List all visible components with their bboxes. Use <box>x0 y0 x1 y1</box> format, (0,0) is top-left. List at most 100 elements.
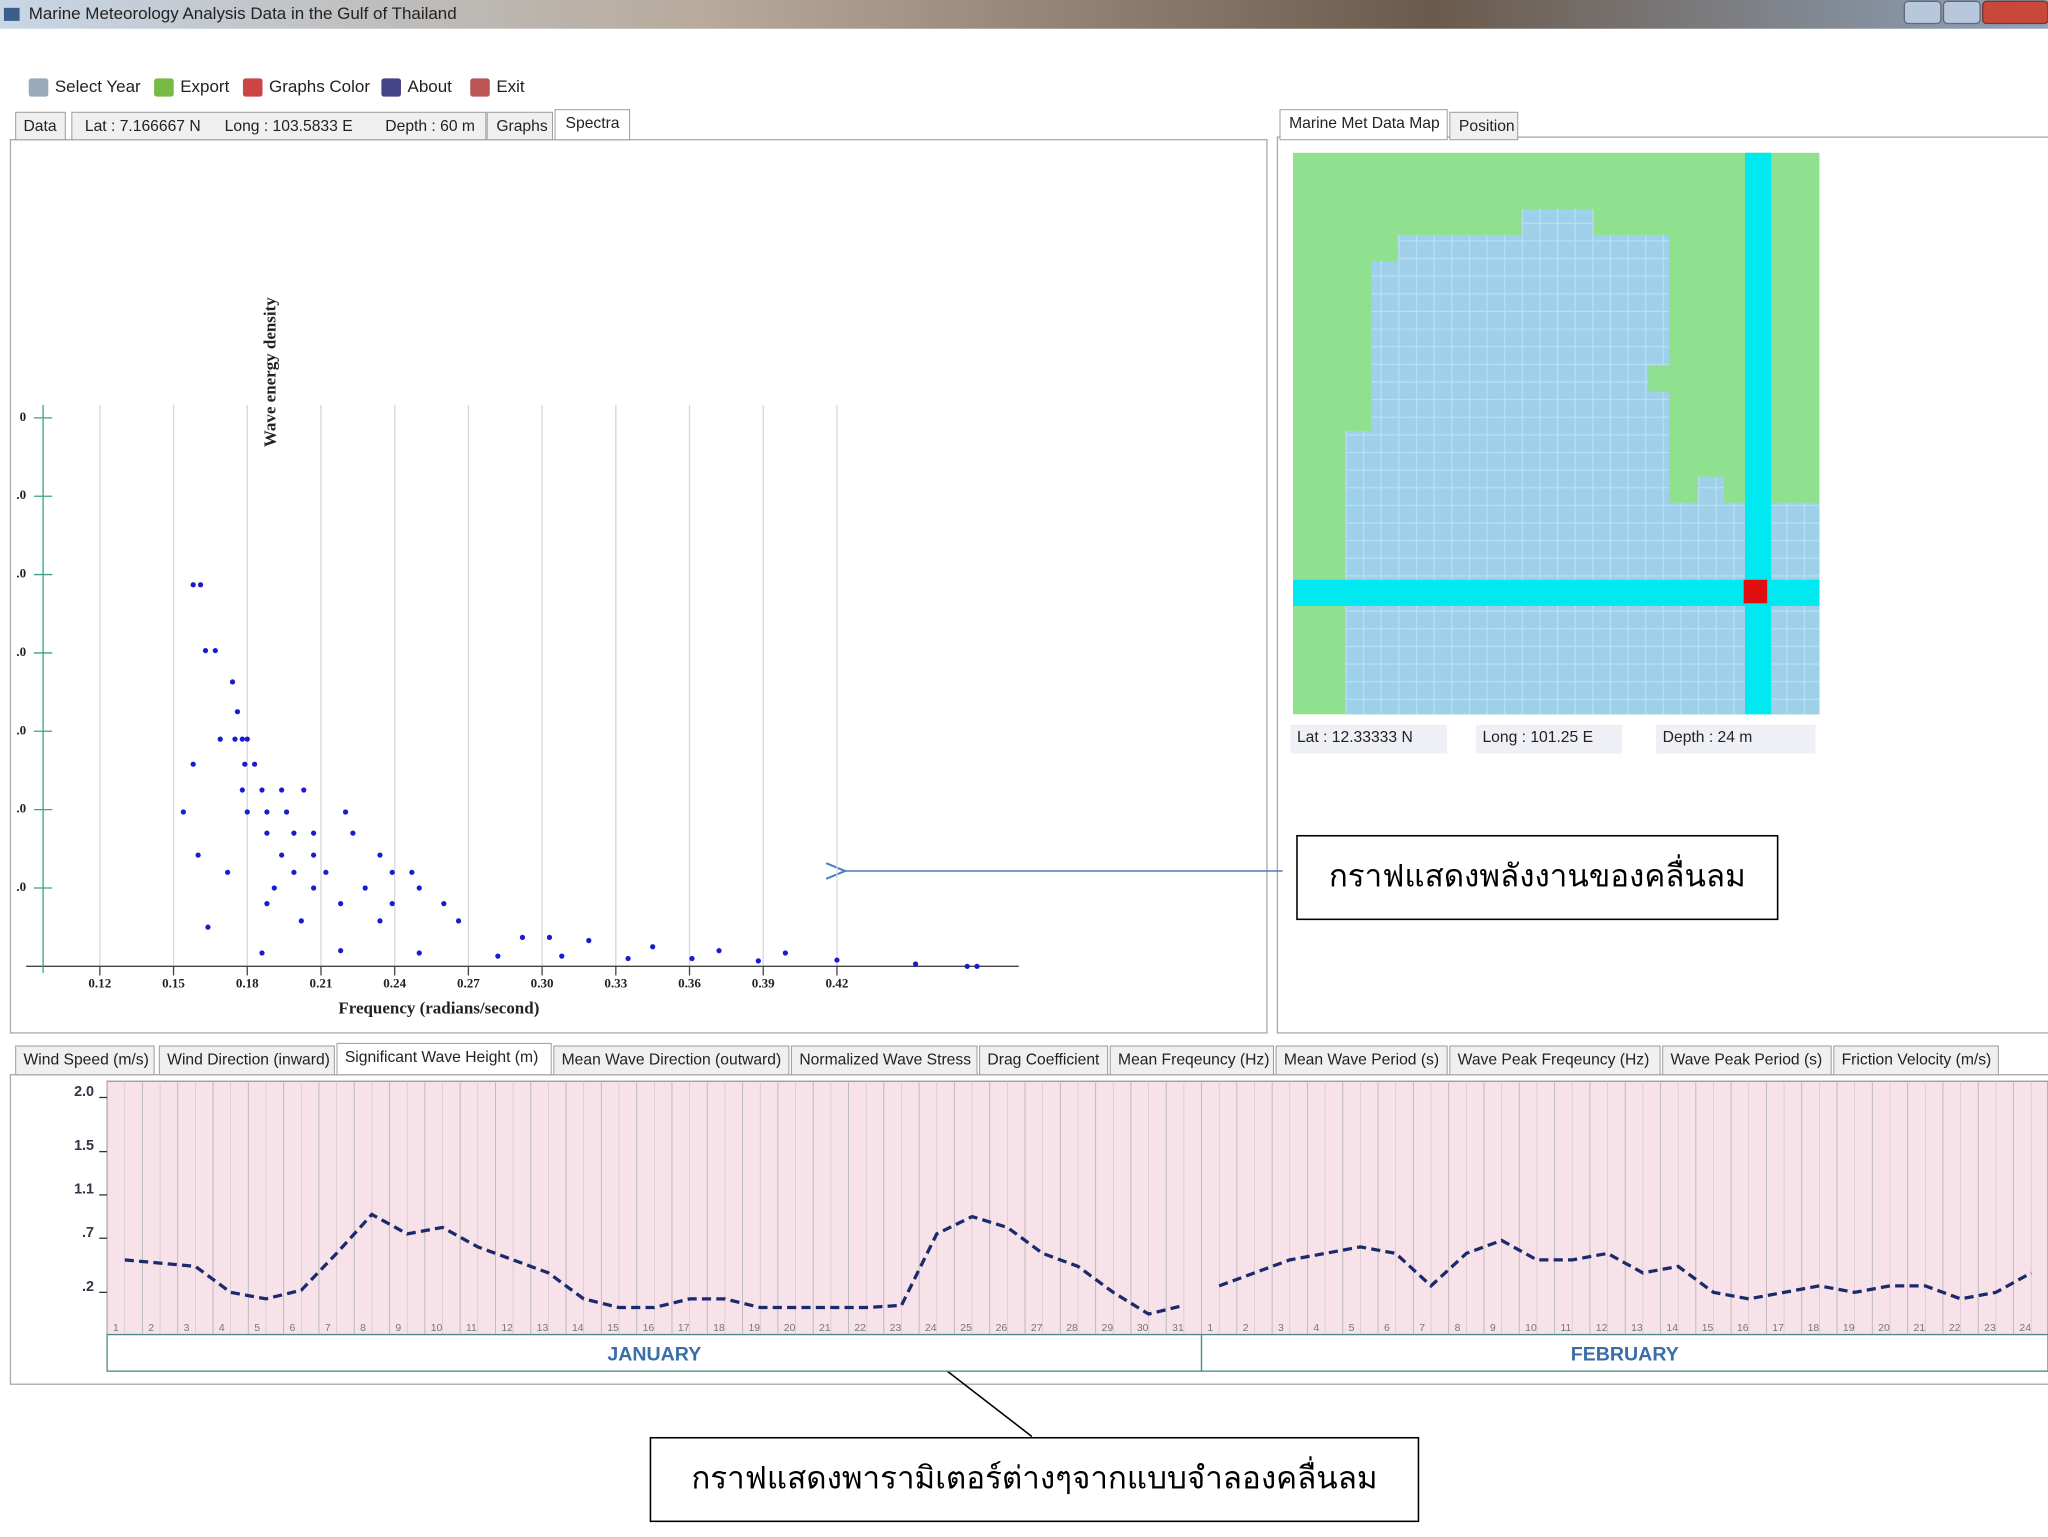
data-point <box>495 953 501 959</box>
tab-label[interactable]: Marine Met Data Map <box>1289 115 1440 132</box>
tab-label[interactable]: Wave Peak Period (s) <box>1671 1052 1823 1069</box>
tab[interactable] <box>1449 111 1519 141</box>
toolbar-button[interactable]: Exit <box>496 77 525 96</box>
tab-label[interactable]: Spectra <box>566 115 620 132</box>
x-tick-label: 0.21 <box>310 976 333 991</box>
day-label: 30 <box>1137 1323 1149 1334</box>
tab[interactable] <box>979 1045 1109 1076</box>
y-tick-label: 1.1 <box>74 1182 94 1198</box>
tab-label[interactable]: Position <box>1459 118 1515 135</box>
tab[interactable] <box>158 1045 335 1076</box>
tab-label: Long : 103.5833 E <box>225 118 353 135</box>
data-point <box>310 885 317 891</box>
day-label: 22 <box>854 1323 866 1334</box>
x-tick-label: 0.30 <box>531 976 554 991</box>
day-label: 22 <box>1949 1323 1961 1334</box>
day-label: 3 <box>1278 1323 1284 1334</box>
data-point <box>232 736 238 742</box>
day-label: 2 <box>1243 1323 1249 1334</box>
data-point <box>217 736 223 742</box>
tab-label[interactable]: Normalized Wave Stress <box>799 1052 971 1069</box>
tab[interactable] <box>1109 1045 1274 1076</box>
data-point <box>291 869 297 875</box>
data-point <box>291 830 297 836</box>
data-point <box>259 787 265 793</box>
tab-label[interactable]: Wind Speed (m/s) <box>24 1052 149 1069</box>
tab[interactable] <box>1449 1045 1661 1076</box>
minimize-button[interactable] <box>1903 0 1942 25</box>
tab-label[interactable]: Mean Freqeuncy (Hz) <box>1118 1052 1269 1069</box>
toolbar-icon[interactable] <box>381 78 401 97</box>
tab[interactable] <box>1833 1045 1999 1076</box>
long-field <box>1475 724 1623 754</box>
tab[interactable] <box>554 109 631 141</box>
tab-label[interactable]: Mean Wave Period (s) <box>1284 1052 1439 1069</box>
day-label: 10 <box>1525 1323 1537 1334</box>
tab[interactable] <box>1279 109 1448 141</box>
y-tick-label: .0 <box>16 566 26 581</box>
tab-label[interactable]: Drag Coefficient <box>987 1052 1100 1069</box>
day-label: 27 <box>1031 1323 1043 1334</box>
day-label: 26 <box>996 1323 1008 1334</box>
data-point <box>264 830 270 836</box>
tab-label[interactable]: Graphs <box>496 118 548 135</box>
toolbar-icon[interactable] <box>242 78 263 97</box>
day-label: 2 <box>148 1323 154 1334</box>
tab[interactable] <box>71 111 487 141</box>
day-label: 15 <box>1702 1323 1714 1334</box>
tab[interactable] <box>15 1045 155 1076</box>
data-point <box>229 679 236 685</box>
data-point <box>338 901 344 907</box>
data-point <box>195 852 201 858</box>
toolbar-button[interactable]: Select Year <box>55 77 141 96</box>
callout-text: กราฟแสดงพารามิเตอร์ต่างๆจากแบบจำลองคลื่น… <box>691 1456 1377 1497</box>
data-point <box>409 869 415 875</box>
day-label: 1 <box>1207 1323 1213 1334</box>
data-point <box>271 885 277 891</box>
data-point <box>389 901 395 907</box>
title-bar <box>0 0 2048 29</box>
month-label: FEBRUARY <box>1571 1344 1679 1366</box>
gulf-map[interactable] <box>1293 152 1820 715</box>
toolbar-button[interactable]: Export <box>180 77 229 96</box>
tab-label[interactable]: Mean Wave Direction (outward) <box>562 1052 782 1069</box>
x-tick-label: 0.33 <box>604 976 627 991</box>
data-point <box>323 869 329 875</box>
data-point <box>416 950 422 956</box>
day-label: 11 <box>466 1323 477 1334</box>
day-label: 9 <box>395 1323 401 1334</box>
toolbar-button[interactable]: Graphs Color <box>269 77 370 96</box>
x-tick-label: 0.12 <box>88 976 111 991</box>
tab[interactable] <box>1662 1045 1832 1076</box>
tab-label[interactable]: Significant Wave Height (m) <box>345 1049 538 1066</box>
data-point <box>974 963 980 969</box>
maximize-button[interactable] <box>1942 0 1981 25</box>
tab-label[interactable]: Wind Direction (inward) <box>167 1052 330 1069</box>
toolbar-icon[interactable] <box>154 78 174 97</box>
month-label: JANUARY <box>607 1344 701 1366</box>
day-label: 13 <box>1631 1323 1643 1334</box>
day-label: 17 <box>678 1323 690 1334</box>
data-point <box>197 582 204 588</box>
tab[interactable] <box>790 1045 978 1076</box>
tab[interactable] <box>486 111 554 141</box>
depth-field <box>1656 724 1816 754</box>
day-label: 16 <box>643 1323 655 1334</box>
tab[interactable] <box>336 1042 552 1076</box>
toolbar-icon[interactable] <box>28 78 49 97</box>
tab[interactable] <box>553 1045 790 1076</box>
data-point <box>310 830 317 836</box>
data-point <box>244 809 250 815</box>
longitude-line <box>1744 152 1772 715</box>
tab[interactable] <box>1275 1045 1448 1076</box>
tab-label[interactable]: Data <box>24 118 57 135</box>
y-tick-label: .0 <box>16 801 26 816</box>
tab-label[interactable]: Friction Velocity (m/s) <box>1842 1052 1992 1069</box>
close-button[interactable] <box>1982 0 2048 25</box>
toolbar-button[interactable]: About <box>408 77 453 96</box>
x-tick-label: 0.36 <box>678 976 701 991</box>
toolbar-icon[interactable] <box>470 78 490 97</box>
tab-label[interactable]: Wave Peak Freqeuncy (Hz) <box>1458 1052 1650 1069</box>
tab[interactable] <box>15 111 66 141</box>
